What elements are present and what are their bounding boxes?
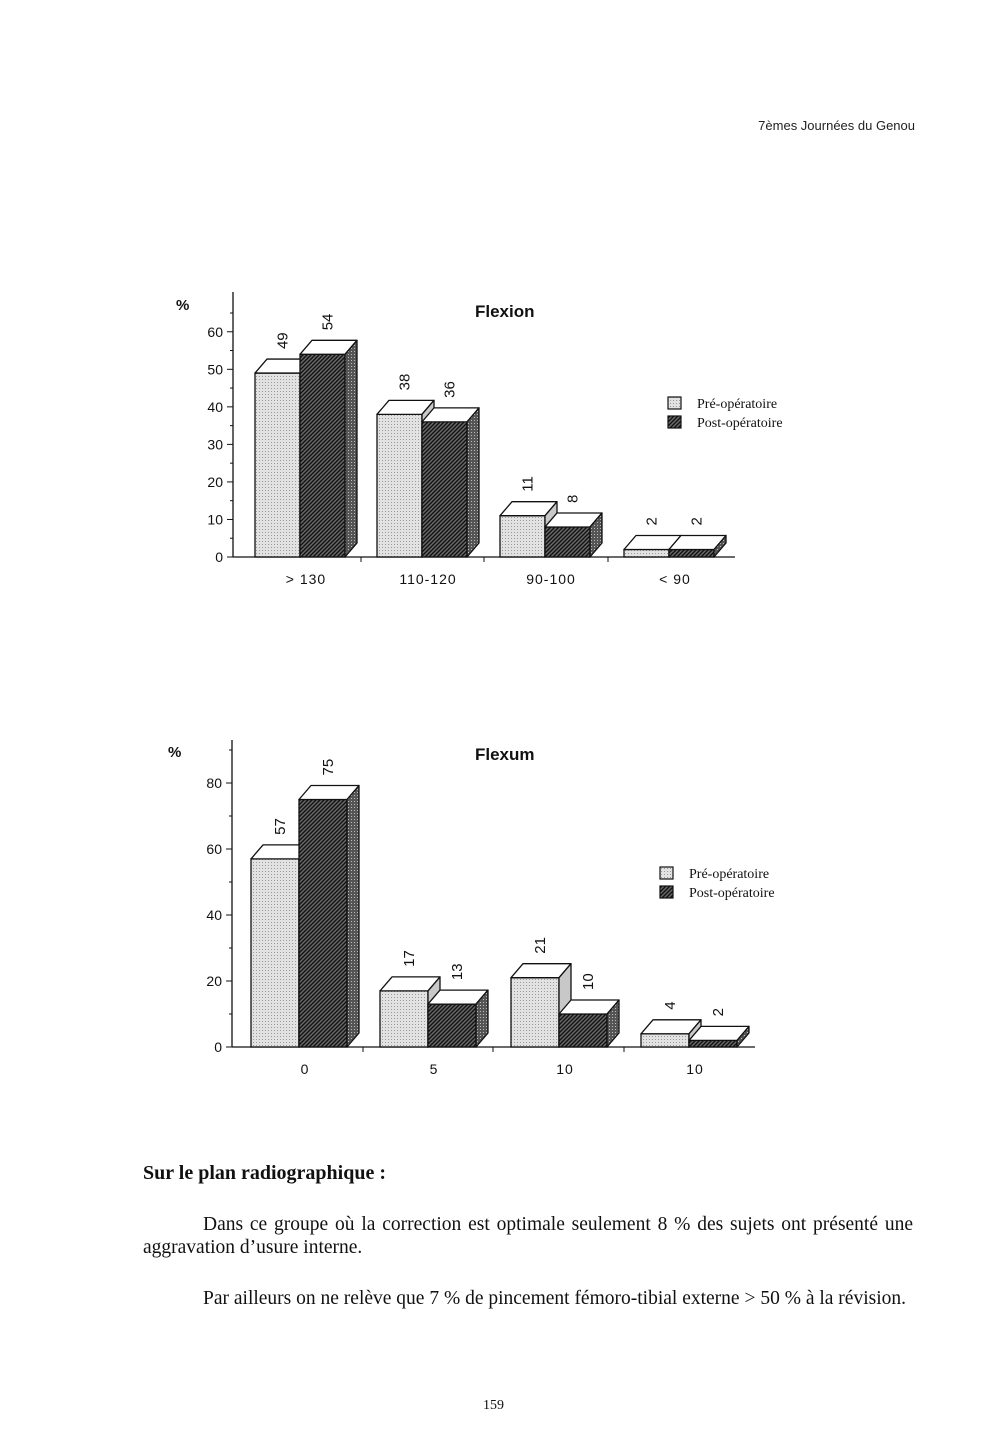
y-tick-label: 50 [207,361,223,377]
legend-label: Pré-opératoire [697,397,777,412]
data-label: 13 [449,963,466,980]
legend-swatch [659,885,674,899]
bar-post-2 [544,512,603,558]
bar-post-1 [427,989,489,1048]
y-tick-label: 60 [207,324,223,340]
y-tick-label: 0 [215,549,223,565]
legend-swatch [667,415,682,429]
y-axis-label: % [176,297,189,314]
data-label: 10 [580,973,597,990]
x-tick-label: 110-120 [399,571,456,587]
flexion-chart-svg: 0 10 20 30 40 50 60% Flexion 49 54 > 130 38 36 110-12… [176,292,783,587]
data-label: 2 [644,517,661,525]
y-tick-label: 40 [206,907,222,923]
y-tick-label: 20 [206,973,222,989]
x-tick-label: 10 [686,1061,704,1077]
legend-label: Post-opératoire [697,416,783,431]
x-tick-label: 10 [556,1061,574,1077]
bar-pre-2 [510,963,572,1048]
section-title: Sur le plan radiographique : [143,1162,387,1184]
data-label: 2 [689,517,706,525]
y-tick-label: 0 [214,1039,222,1055]
data-label: 36 [442,381,459,398]
data-label: 2 [710,1008,727,1016]
x-tick-label: 5 [430,1061,439,1077]
x-tick-label: 0 [301,1061,310,1077]
flexum-chart: 0 20 40 60 80% Flexum 57 75 0 17 13 5 21 10 10 4 2 10 Pré-… [0,720,987,1100]
paragraph-1: Dans ce groupe où la correction est opti… [143,1214,913,1258]
paragraph-2: Par ailleurs on ne relève que 7 % de pin… [203,1288,906,1309]
data-label: 21 [532,937,549,954]
bar-post-2 [558,999,620,1048]
y-tick-label: 20 [207,474,223,490]
running-header: 7èmes Journées du Genou [758,118,915,133]
page-number: 159 [483,1398,504,1413]
data-label: 38 [397,374,414,391]
y-tick-label: 40 [207,399,223,415]
y-tick-label: 60 [206,841,222,857]
flexum-chart-svg: 0 20 40 60 80% Flexum 57 75 0 17 13 5 21 10 10 4 2 10 Pré-… [168,740,775,1077]
x-tick-label: 90-100 [526,571,576,587]
data-label: 57 [272,818,289,835]
bar-post-0 [299,339,358,558]
data-label: 17 [401,950,418,967]
chart-title: Flexum [475,745,535,764]
y-tick-label: 10 [207,511,223,527]
bar-post-1 [421,407,480,558]
legend-label: Post-opératoire [689,886,775,901]
data-label: 54 [320,314,337,331]
x-tick-label: > 130 [286,571,326,587]
legend-swatch [659,866,674,880]
legend-label: Pré-opératoire [689,867,769,882]
bar-post-0 [298,784,360,1048]
y-tick-label: 80 [206,775,222,791]
flexion-chart: 0 10 20 30 40 50 60% Flexion 49 54 > 130 38 36 110-12… [0,270,987,610]
y-axis-label: % [168,744,181,761]
legend-swatch [667,396,682,410]
bar-post-3 [688,1025,750,1048]
data-label: 49 [275,332,292,349]
data-label: 75 [320,759,337,776]
bar-post-3 [668,534,727,558]
x-tick-label: < 90 [659,571,691,587]
data-label: 4 [662,1001,679,1009]
data-label: 8 [565,495,582,503]
data-label: 11 [520,476,537,492]
chart-title: Flexion [475,302,535,321]
y-tick-label: 30 [207,436,223,452]
